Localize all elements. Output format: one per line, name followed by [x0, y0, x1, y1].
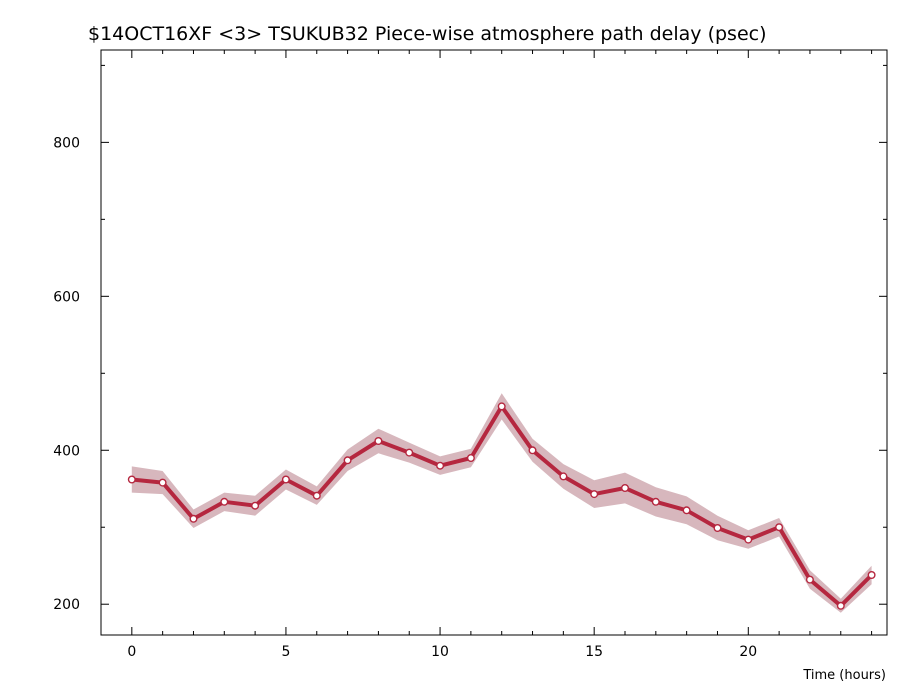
- axis-ticks: 0 5 10 15 20 200 400 600 800: [53, 50, 887, 660]
- data-point: [590, 490, 599, 499]
- x-tick-label: 10: [431, 644, 449, 660]
- y-tick-label: 600: [53, 289, 80, 305]
- x-tick-label: 15: [585, 644, 603, 660]
- x-tick-label: 0: [127, 644, 136, 660]
- y-tick-label: 400: [53, 443, 80, 459]
- data-point-layer: [127, 402, 876, 610]
- data-point: [374, 437, 383, 446]
- data-point: [775, 523, 784, 532]
- x-axis-label: Time (hours): [802, 668, 886, 683]
- data-point: [436, 461, 445, 470]
- data-point: [343, 456, 352, 465]
- data-point: [158, 478, 167, 487]
- x-tick-label: 20: [739, 644, 757, 660]
- data-point: [651, 497, 660, 506]
- data-point: [405, 448, 414, 457]
- data-point: [867, 571, 876, 580]
- x-tick-label: 5: [281, 644, 290, 660]
- plot-frame: [100, 49, 888, 636]
- data-point: [251, 501, 260, 510]
- data-point: [127, 475, 136, 484]
- y-tick-label: 800: [53, 135, 80, 151]
- data-point: [621, 484, 630, 493]
- data-point: [312, 491, 321, 500]
- series-line-layer: [131, 404, 874, 608]
- data-point: [682, 506, 691, 515]
- data-point: [713, 524, 722, 533]
- series-line: [131, 404, 874, 608]
- data-point: [189, 514, 198, 523]
- y-tick-label: 200: [53, 597, 80, 613]
- data-point: [281, 475, 290, 484]
- data-point: [744, 535, 753, 544]
- data-point: [466, 454, 475, 463]
- data-point: [497, 402, 506, 411]
- chart-title: $14OCT16XF <3> TSUKUB32 Piece-wise atmos…: [88, 23, 767, 45]
- data-point: [220, 497, 229, 506]
- data-point: [559, 472, 568, 481]
- data-point: [805, 575, 814, 584]
- data-point: [528, 446, 537, 455]
- data-point: [836, 601, 845, 610]
